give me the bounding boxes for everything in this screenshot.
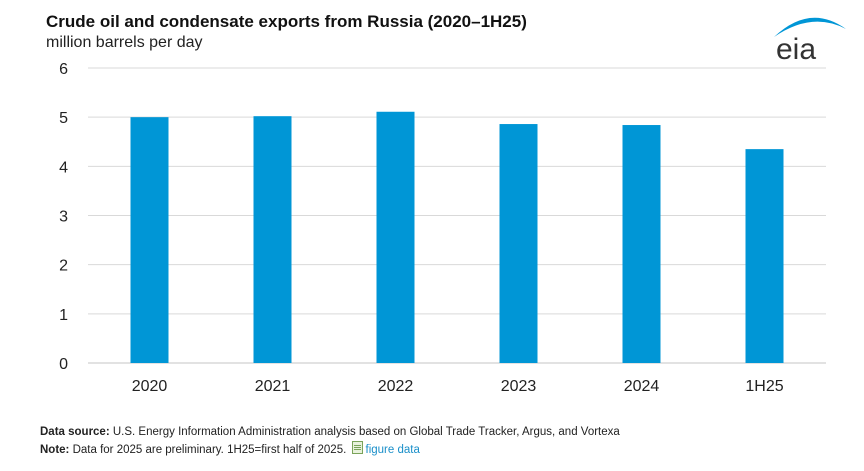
- logo-text: eia: [776, 33, 816, 65]
- figure-data-link[interactable]: figure data: [365, 444, 420, 456]
- bar-1H25: [745, 149, 784, 363]
- bar-2020: [130, 117, 169, 364]
- y-tick-label: 3: [59, 209, 68, 226]
- y-tick-label: 0: [59, 356, 68, 373]
- y-tick-label: 1: [59, 307, 68, 324]
- data-source-note: Data source: U.S. Energy Information Adm…: [40, 426, 620, 438]
- note-label: Note:: [40, 444, 70, 456]
- y-tick-label: 2: [59, 258, 68, 275]
- x-tick-label: 2022: [378, 378, 414, 395]
- logo-swoosh-icon: [774, 17, 846, 37]
- x-tick-label: 2024: [624, 378, 660, 395]
- x-tick-label: 2021: [255, 378, 291, 395]
- y-tick-label: 5: [59, 110, 68, 127]
- note: Note: Data for 2025 are preliminary. 1H2…: [40, 441, 420, 456]
- bar-2023: [499, 124, 538, 363]
- chart-subtitle: million barrels per day: [46, 34, 203, 51]
- spreadsheet-icon: [351, 441, 363, 454]
- x-tick-label: 2020: [132, 378, 168, 395]
- source-label: Data source:: [40, 426, 110, 438]
- bar-2021: [253, 116, 292, 363]
- source-text: U.S. Energy Information Administration a…: [112, 426, 620, 438]
- x-tick-label: 2023: [501, 378, 537, 395]
- bar-2022: [376, 111, 415, 363]
- y-tick-label: 4: [59, 159, 68, 176]
- bar-chart: 0 1 2 3 4 5 6 2020 2021 2022 2023 2024 1H25: [59, 61, 826, 395]
- eia-logo: eia: [774, 17, 846, 65]
- y-tick-label: 6: [59, 61, 68, 78]
- note-text: Data for 2025 are preliminary. 1H25=firs…: [72, 444, 347, 456]
- bar-2024: [622, 125, 661, 364]
- x-tick-label: 1H25: [745, 378, 783, 395]
- chart-title: Crude oil and condensate exports from Ru…: [46, 12, 527, 31]
